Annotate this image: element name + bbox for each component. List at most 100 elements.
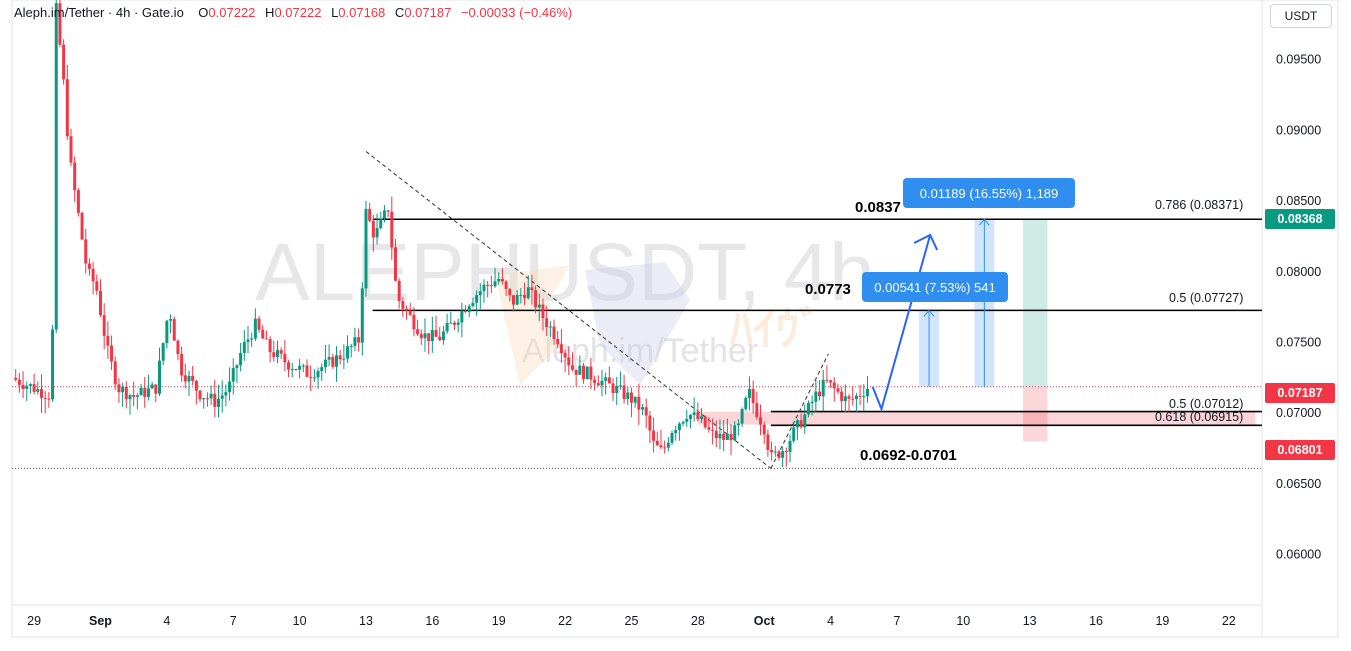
candle-body <box>865 388 869 397</box>
candle-body <box>604 377 608 381</box>
candle-body <box>504 281 508 289</box>
candle-body <box>434 330 438 337</box>
candle-body <box>711 429 715 431</box>
candle-body <box>323 359 327 368</box>
candle-body <box>511 295 515 305</box>
candle-body <box>729 433 733 441</box>
legend-open-label: O <box>198 5 209 20</box>
candle-body <box>718 433 722 439</box>
candle-body <box>847 396 851 399</box>
fib-label-5-low: 0.5 (0.07012) <box>1169 397 1244 411</box>
candle-body <box>622 385 626 399</box>
candle-body <box>117 384 121 393</box>
candle-body <box>172 319 176 341</box>
candle-body <box>419 334 423 339</box>
candle-body <box>253 318 257 339</box>
y-tick-label: 0.06000 <box>1276 548 1321 562</box>
y-tick-label: 0.07000 <box>1276 406 1321 420</box>
candle-body <box>515 294 519 305</box>
candle-body <box>736 423 740 426</box>
candle-body <box>353 337 357 346</box>
candle-body <box>213 393 217 407</box>
candle-body <box>500 278 504 282</box>
candle-body <box>98 290 102 316</box>
legend-close-label: C <box>394 5 405 20</box>
candle-body <box>548 326 552 328</box>
candle-body <box>663 447 667 449</box>
candle-body <box>582 365 586 380</box>
legend-high-value: 0.07222 <box>274 5 322 20</box>
candle-body <box>390 211 394 248</box>
fib-label-5-high: 0.5 (0.07727) <box>1169 291 1244 305</box>
candle-body <box>648 415 652 431</box>
x-tick-label: 28 <box>691 614 705 628</box>
candle-body <box>375 228 379 238</box>
callout-measure-high[interactable]: 0.01189 (16.55%) 1,189 <box>903 178 1075 208</box>
zones-layer <box>697 219 1256 442</box>
candle-body <box>700 416 704 420</box>
candle-body <box>47 398 51 400</box>
candle-body <box>644 407 648 416</box>
candle-body <box>799 420 803 428</box>
x-tick-label: 7 <box>893 614 900 628</box>
candle-body <box>320 367 324 372</box>
candle-body <box>187 375 191 382</box>
fib-label-618: 0.618 (0.06915) <box>1155 410 1244 424</box>
candle-body <box>139 387 143 396</box>
candle-body <box>54 3 58 330</box>
y-tick-label: 0.08500 <box>1276 194 1321 208</box>
candle-body <box>810 401 814 404</box>
reward-box <box>1023 219 1048 387</box>
candle-body <box>342 358 346 360</box>
candle-body <box>541 304 545 319</box>
callout-measure-mid[interactable]: 0.00541 (7.53%) 541 <box>862 272 1008 302</box>
levels-layer <box>12 151 1262 469</box>
candle-body <box>135 395 139 397</box>
candle-body <box>87 263 91 269</box>
candle-body <box>95 281 99 291</box>
candle-body <box>106 335 110 346</box>
candle-body <box>777 451 781 458</box>
candle-body <box>556 338 560 345</box>
candle-body <box>128 395 132 400</box>
candle-body <box>559 344 563 353</box>
candle-body <box>438 336 442 341</box>
ohlc-legend: Aleph.im/Tether · 4h · Gate.io O0.07222 … <box>14 5 578 20</box>
candle-body <box>157 360 161 394</box>
candle-body <box>239 353 243 366</box>
candle-body <box>858 395 862 397</box>
candle-body <box>445 323 449 332</box>
candle-body <box>497 278 501 282</box>
candle-body <box>633 396 637 403</box>
candle-body <box>176 340 180 355</box>
candle-body <box>275 350 279 358</box>
candle-body <box>814 391 818 402</box>
x-tick-label: 4 <box>163 614 170 628</box>
candle-body <box>309 376 313 378</box>
candle-body <box>725 433 729 440</box>
candle-body <box>146 388 150 397</box>
candle-body <box>80 212 84 240</box>
measure-arrow-head <box>978 218 990 226</box>
candle-body <box>349 345 353 347</box>
candle-body <box>39 388 43 398</box>
candle-body <box>714 430 718 439</box>
candle-body <box>334 355 338 367</box>
candles-layer <box>14 0 869 467</box>
candle-body <box>722 433 726 440</box>
legend-low-value: 0.07168 <box>338 5 386 20</box>
candle-body <box>567 357 571 366</box>
candle-body <box>574 369 578 375</box>
candle-body <box>593 379 597 384</box>
currency-button[interactable]: USDT <box>1270 4 1332 28</box>
x-tick-label: 16 <box>1089 614 1103 628</box>
legend-change: −0.00033 (−0.46%) <box>460 5 573 20</box>
candle-body <box>198 390 202 400</box>
candle-body <box>165 320 169 344</box>
candle-body <box>25 385 29 389</box>
watermark-ticker: ALEPHUSDT, 4h <box>255 227 875 318</box>
candle-body <box>637 396 641 410</box>
candle-body <box>205 398 209 400</box>
candle-body <box>408 310 412 315</box>
